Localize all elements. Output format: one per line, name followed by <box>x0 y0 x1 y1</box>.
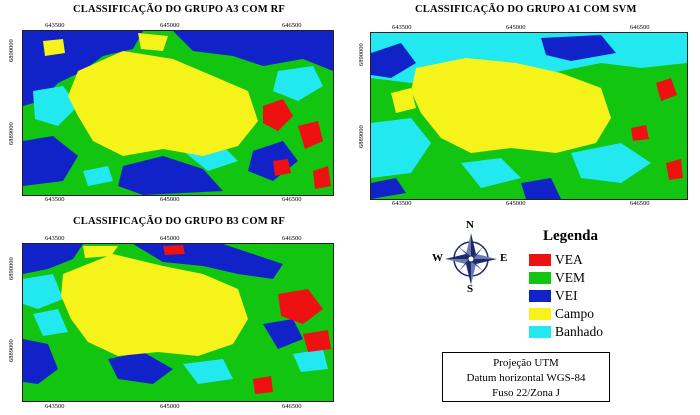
compass-rose-icon <box>440 222 502 294</box>
compass-s-label: S <box>467 283 474 295</box>
legend-label-vem: VEM <box>555 270 585 285</box>
panel-a3-bottom-tick: 643500 <box>45 196 65 203</box>
legend-label-campo: Campo <box>555 306 594 321</box>
legend-label-banhado: Banhado <box>555 324 603 339</box>
panel-b3-top-tick: 643500 <box>45 235 65 242</box>
legend-label-vea: VEA <box>555 252 583 267</box>
legend-swatch-vem <box>529 272 551 284</box>
panel-a1-bottom-tick: 643500 <box>392 200 412 207</box>
compass-w-label: W <box>432 252 443 264</box>
panel-a3-left-tick: 6889000 <box>8 122 15 145</box>
projection-line-3: Fuso 22/Zona J <box>492 387 560 399</box>
panel-a3-top-tick: 643500 <box>45 22 65 29</box>
panel-a1-top-tick: 645000 <box>506 24 526 31</box>
panel-b3-bottom-tick: 646500 <box>282 403 302 410</box>
compass-e-label: E <box>500 252 508 264</box>
panel-a1-top-tick: 646500 <box>630 24 650 31</box>
map-a3-rf <box>22 30 334 196</box>
panel-a3-bottom-tick: 646500 <box>282 196 302 203</box>
panel-b3-bottom-tick: 645000 <box>160 403 180 410</box>
map-b3-rf <box>22 243 334 402</box>
panel-a3-left-tick: 6890000 <box>8 39 15 62</box>
legend-title: Legenda <box>543 228 599 244</box>
panel-a3-title: CLASSIFICAÇÃO DO GRUPO A3 COM RF <box>73 4 286 15</box>
legend-label-vei: VEI <box>555 288 578 303</box>
projection-line-1: Projeção UTM <box>493 357 559 369</box>
panel-b3-bottom-tick: 643500 <box>45 403 65 410</box>
panel-b3-left-tick: 6889000 <box>8 339 15 362</box>
compass-n-label: N <box>466 219 474 231</box>
panel-a1-top-tick: 643500 <box>392 24 412 31</box>
panel-a3-top-tick: 646500 <box>282 22 302 29</box>
panel-a1-left-tick: 6889000 <box>358 125 365 148</box>
projection-info-box: Projeção UTM Datum horizontal WGS-84 Fus… <box>442 352 610 402</box>
panel-a3-bottom-tick: 645000 <box>160 196 180 203</box>
panel-a3-top-tick: 645000 <box>160 22 180 29</box>
panel-a1-title: CLASSIFICAÇÃO DO GRUPO A1 COM SVM <box>415 4 637 15</box>
projection-line-2: Datum horizontal WGS-84 <box>466 372 586 384</box>
panel-a1-bottom-tick: 645000 <box>506 200 526 207</box>
legend-swatch-banhado <box>529 326 551 338</box>
panel-b3-title: CLASSIFICAÇÃO DO GRUPO B3 COM RF <box>73 216 286 227</box>
map-a1-svm <box>370 32 688 200</box>
legend-swatch-vei <box>529 290 551 302</box>
legend-swatch-campo <box>529 308 551 320</box>
legend-swatch-vea <box>529 254 551 266</box>
panel-a1-left-tick: 6890000 <box>358 43 365 66</box>
panel-b3-left-tick: 6890000 <box>8 257 15 280</box>
panel-b3-top-tick: 646500 <box>282 235 302 242</box>
panel-b3-top-tick: 645000 <box>160 235 180 242</box>
panel-a1-bottom-tick: 646500 <box>630 200 650 207</box>
